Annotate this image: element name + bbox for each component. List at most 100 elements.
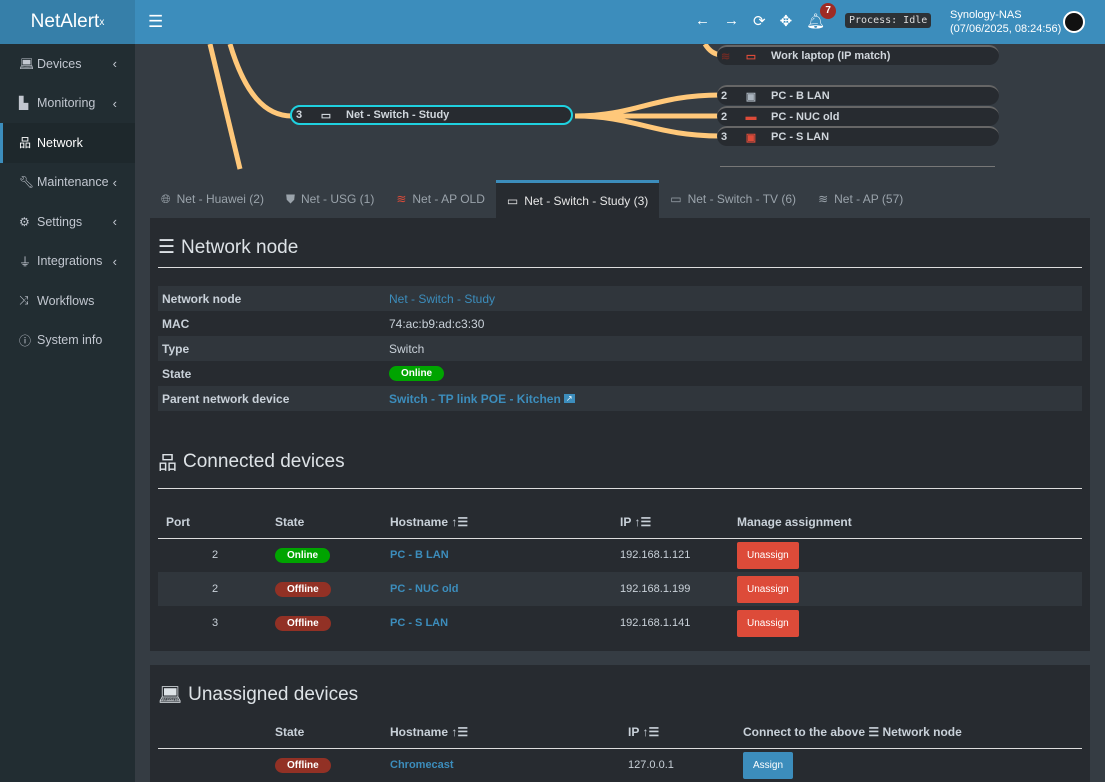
sidebar-item-system-info[interactable]: ⓘ System info (0, 321, 135, 361)
tab-label: Net - USG (1) (300, 192, 375, 206)
header-label: Network node (882, 724, 962, 739)
col-hostname[interactable]: Hostname ↑☰ (390, 506, 620, 539)
node-name-link[interactable]: Net - Switch - Study (389, 291, 496, 306)
ip-cell: 192.168.1.199 (620, 583, 691, 595)
connected-devices-table: Port State Hostname ↑☰ IP ↑☰ Manage assi… (158, 506, 1082, 640)
node-port: 3 (721, 131, 728, 143)
wifi-icon: ≋ (396, 192, 407, 206)
refresh-icon[interactable]: ⟳ (753, 13, 766, 30)
table-row: 3 Offline PC - S LAN 192.168.1.141 Unassign (158, 606, 1082, 640)
col-hostname[interactable]: Hostname ↑☰ (390, 716, 628, 749)
detail-row: Network node Net - Switch - Study (158, 286, 1082, 311)
menu-toggle-icon[interactable]: ☰ (148, 12, 164, 31)
node-details: Network node Net - Switch - Study MAC 74:a… (158, 286, 1082, 411)
forward-icon[interactable]: → (724, 12, 739, 29)
col-manage: Manage assignment (737, 506, 1082, 539)
desktop-icon: ▣ (745, 131, 757, 144)
tree-link (574, 92, 721, 119)
detail-row: MAC 74:ac:b9:ad:c3:30 (158, 311, 1082, 336)
tab-label: Net - Switch - Study (3) (524, 193, 649, 208)
header-label: Hostname (390, 724, 449, 739)
header-label: IP (628, 724, 640, 739)
sidebar-item-label: Network (37, 135, 83, 150)
hostname-link[interactable]: PC - NUC old (390, 583, 459, 595)
title-text: Network node (181, 236, 299, 258)
detail-label: Type (162, 341, 190, 356)
sidebar-item-label: Devices (37, 56, 82, 71)
laptop-icon: ▭ (745, 50, 757, 63)
col-ip[interactable]: IP ↑☰ (620, 506, 737, 539)
globe-icon: 🌐︎ (161, 191, 171, 206)
ip-cell: 192.168.1.141 (620, 617, 691, 629)
table-row: 2 Offline PC - NUC old 192.168.1.199 Unassig… (158, 572, 1082, 606)
sidebar-item-integrations[interactable]: ⏚ Integrations ‹ (0, 242, 135, 282)
tab-net-switch-tv[interactable]: ▭ Net - Switch - TV (6) (659, 180, 807, 218)
switch-icon: ▭ (320, 109, 332, 122)
node-label: Net - Switch - Study (346, 109, 450, 121)
gear-icon: ⚙ (19, 214, 30, 229)
col-state[interactable]: State (275, 716, 390, 749)
col-state[interactable]: State (275, 506, 390, 539)
top-header: NetAlert x ☰ ← → ⟳ ✥ 🔔︎ 7 Process: Idle Sy… (0, 0, 1105, 44)
sort-icon: ↑☰ (634, 514, 652, 529)
avatar[interactable] (1063, 11, 1085, 33)
detail-row: Parent network device Switch - TP link PO… (158, 386, 1082, 411)
ip-cell: 192.168.1.121 (620, 549, 691, 562)
detail-label: MAC (162, 316, 190, 331)
header-label: Hostname (390, 514, 449, 529)
network-node-title: ☰ Network node (158, 236, 298, 259)
table-row: 2 Online PC - B LAN 192.168.1.121 Unassign (158, 538, 1082, 572)
hostname-link[interactable]: Chromecast (390, 759, 454, 772)
back-icon[interactable]: ← (695, 12, 710, 29)
external-link-icon[interactable]: ↗ (563, 394, 575, 403)
tree-node-root[interactable]: 3 ▭ Net - Switch - Study (290, 105, 573, 125)
tree-node[interactable]: 3 ▣ PC - S LAN (717, 126, 999, 146)
shuffle-icon: ⤨ (19, 293, 29, 308)
unassign-button[interactable]: Unassign (737, 541, 799, 569)
unassign-button[interactable]: Unassign (737, 609, 799, 637)
tab-net-ap-old[interactable]: ≋ Net - AP OLD (385, 180, 496, 218)
unassign-button[interactable]: Unassign (737, 575, 799, 603)
logo[interactable]: NetAlert x (0, 0, 135, 44)
tree-link (574, 113, 721, 139)
port-cell: 2 (212, 549, 219, 562)
col-ip[interactable]: IP ↑☰ (628, 716, 743, 749)
sort-icon: ↑☰ (642, 724, 660, 739)
assign-button[interactable]: Assign (743, 751, 794, 779)
process-status: Process: Idle (845, 13, 932, 28)
sidebar-item-settings[interactable]: ⚙ Settings ‹ (0, 202, 135, 242)
tab-label: Net - Switch - TV (6) (687, 192, 797, 206)
detail-label: Parent network device (162, 391, 290, 406)
chevron-left-icon: ‹ (112, 95, 117, 111)
tab-net-usg[interactable]: ⛊ Net - USG (1) (275, 180, 385, 218)
mini-pc-icon: ▬ (745, 111, 757, 123)
sidebar-item-devices[interactable]: 💻︎ Devices ‹ (0, 44, 135, 84)
sidebar-item-workflows[interactable]: ⤨ Workflows (0, 281, 135, 321)
sidebar-item-label: Integrations (37, 254, 103, 269)
sidebar-item-label: Settings (37, 214, 83, 229)
sidebar-item-monitoring[interactable]: ▙ Monitoring ‹ (0, 84, 135, 124)
col-port[interactable]: Port (158, 506, 275, 539)
hostname-link[interactable]: PC - S LAN (390, 617, 449, 629)
tree-node[interactable]: 2 ▣ PC - B LAN (717, 85, 999, 105)
ip-cell: 127.0.0.1 (628, 759, 674, 772)
node-label: PC - S LAN (771, 131, 830, 143)
switch-icon: ▭ (506, 193, 519, 208)
detail-row: Type Switch (158, 336, 1082, 361)
move-icon[interactable]: ✥ (779, 13, 793, 30)
chevron-left-icon: ‹ (112, 56, 117, 72)
connected-devices-title: 品 Connected devices (158, 448, 345, 475)
node-port: 2 (721, 111, 728, 123)
tab-net-huawei[interactable]: 🌐︎ Net - Huawei (2) (150, 180, 275, 218)
sidebar-item-network[interactable]: 品 Network (0, 123, 135, 163)
bell-icon[interactable]: 🔔︎ 7 (806, 3, 837, 30)
switch-icon: ▭ (670, 192, 682, 206)
hostname-link[interactable]: PC - B LAN (390, 549, 449, 562)
tree-node[interactable]: 2 ▬ PC - NUC old (717, 106, 999, 126)
tab-net-switch-study[interactable]: ▭ Net - Switch - Study (3) (495, 180, 660, 218)
tab-net-ap[interactable]: ≋ Net - AP (57) (807, 180, 914, 218)
tree-node[interactable]: ≋ ▭ Work laptop (IP match) (717, 45, 999, 65)
tab-label: Net - AP (57) (834, 192, 904, 206)
parent-device-link[interactable]: Switch - TP link POE - Kitchen (389, 391, 561, 406)
sidebar-item-maintenance[interactable]: 🔧︎ Maintenance ‹ (0, 163, 135, 203)
